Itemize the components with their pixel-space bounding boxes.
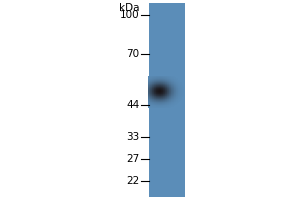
Text: 100: 100: [120, 10, 140, 20]
Text: 70: 70: [127, 49, 140, 59]
Bar: [148, 3, 185, 197]
Text: 44: 44: [126, 100, 140, 110]
Text: 27: 27: [126, 154, 140, 164]
Text: kDa: kDa: [119, 3, 140, 13]
Text: 22: 22: [126, 176, 140, 186]
Text: 33: 33: [126, 132, 140, 142]
